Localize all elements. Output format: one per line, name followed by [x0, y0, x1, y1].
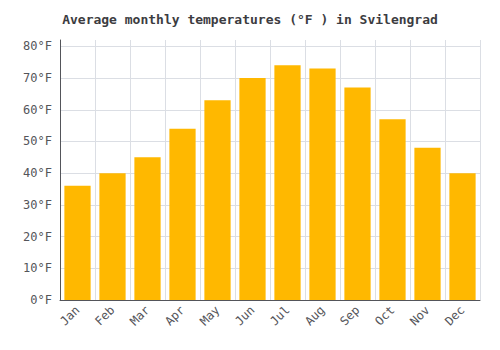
svg-text:40°F: 40°F	[23, 166, 52, 180]
svg-text:10°F: 10°F	[23, 261, 52, 275]
svg-text:Apr: Apr	[162, 303, 187, 328]
svg-text:Oct: Oct	[372, 303, 397, 328]
svg-text:Jan: Jan	[57, 303, 82, 328]
svg-text:30°F: 30°F	[23, 198, 52, 212]
svg-text:Mar: Mar	[127, 303, 152, 328]
svg-text:Dec: Dec	[442, 303, 467, 328]
svg-text:Sep: Sep	[337, 303, 362, 328]
svg-text:50°F: 50°F	[23, 134, 52, 148]
svg-text:80°F: 80°F	[23, 39, 52, 53]
svg-text:Nov: Nov	[407, 303, 432, 328]
svg-text:60°F: 60°F	[23, 103, 52, 117]
svg-text:Aug: Aug	[302, 303, 327, 328]
svg-text:Average monthly temperatures (: Average monthly temperatures (°F ) in Sv…	[62, 12, 438, 27]
svg-text:Jul: Jul	[267, 303, 292, 328]
svg-text:Feb: Feb	[92, 303, 117, 328]
svg-text:0°F: 0°F	[30, 293, 52, 307]
svg-text:20°F: 20°F	[23, 230, 52, 244]
svg-text:Jun: Jun	[232, 303, 257, 328]
svg-text:May: May	[197, 303, 222, 328]
svg-text:70°F: 70°F	[23, 71, 52, 85]
